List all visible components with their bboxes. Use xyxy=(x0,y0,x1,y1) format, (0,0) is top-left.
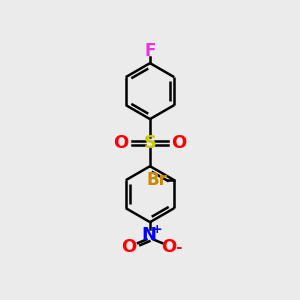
Text: O: O xyxy=(121,238,136,256)
Text: +: + xyxy=(151,223,162,236)
Text: -: - xyxy=(176,240,182,255)
Text: O: O xyxy=(171,134,187,152)
Text: F: F xyxy=(144,42,156,60)
Text: N: N xyxy=(141,226,156,244)
Text: Br: Br xyxy=(147,171,168,189)
Text: O: O xyxy=(161,238,177,256)
Text: O: O xyxy=(113,134,129,152)
Text: S: S xyxy=(143,134,157,152)
